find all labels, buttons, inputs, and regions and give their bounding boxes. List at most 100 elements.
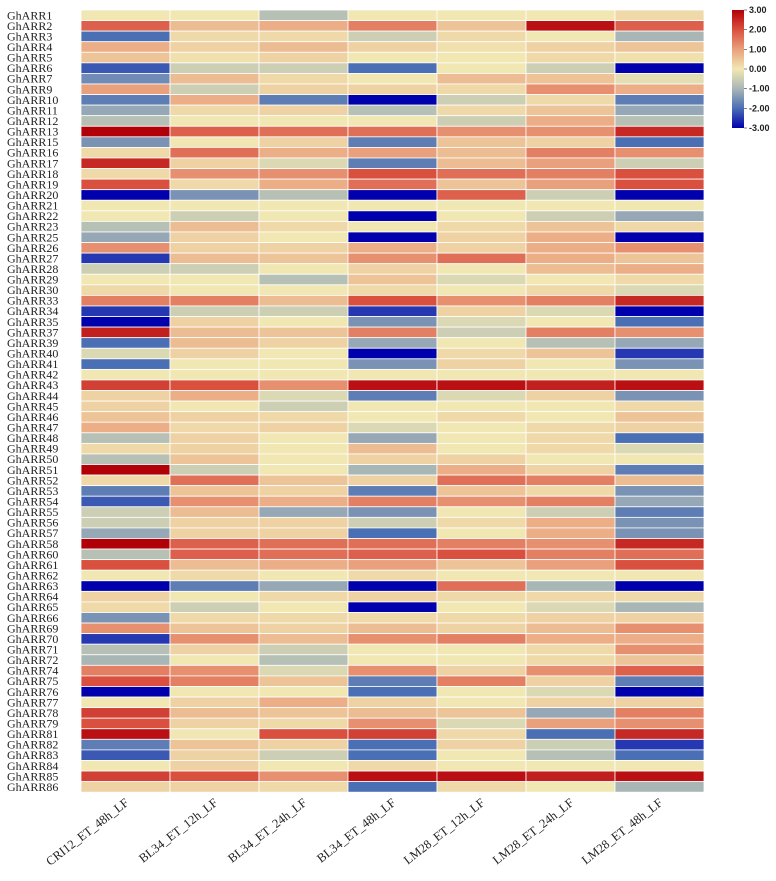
row-label-GhARR70: GhARR70 xyxy=(7,632,58,646)
heatmap-cell-GhARR27-BL34_ET_12h_LF xyxy=(169,252,260,265)
heatmap-cell-GhARR86-BL34_ET_48h_LF xyxy=(347,781,438,793)
row-label-GhARR61: GhARR61 xyxy=(7,558,58,572)
heatmap-cell-GhARR45-BL34_ET_12h_LF xyxy=(169,400,260,413)
heatmap-cell-GhARR75-BL34_ET_12h_LF xyxy=(169,675,260,687)
heatmap-cell-GhARR19-BL34_ET_24h_LF xyxy=(258,178,349,191)
heatmap-cell-GhARR83-BL34_ET_12h_LF xyxy=(169,749,260,761)
heatmap-cell-GhARR4-BL34_ET_12h_LF xyxy=(169,41,260,53)
row-label-GhARR23: GhARR23 xyxy=(7,220,58,234)
heatmap-cell-GhARR47-LM28_ET_48h_LF xyxy=(614,421,705,434)
row-label-GhARR57: GhARR57 xyxy=(7,526,58,540)
heatmap-cell-GhARR57-LM28_ET_24h_LF xyxy=(525,527,616,539)
heatmap-cell-GhARR70-CRI12_ET_48h_LF xyxy=(80,633,171,645)
heatmap-cell-GhARR69-BL34_ET_48h_LF xyxy=(347,622,438,635)
heatmap-cell-GhARR16-BL34_ET_24h_LF xyxy=(258,147,349,159)
row-label-GhARR75: GhARR75 xyxy=(7,674,58,688)
heatmap-cell-GhARR65-LM28_ET_24h_LF xyxy=(525,601,616,613)
heatmap-cell-GhARR60-BL34_ET_12h_LF xyxy=(169,548,260,561)
heatmap-cell-GhARR69-LM28_ET_48h_LF xyxy=(614,622,705,635)
heatmap-cell-GhARR1-CRI12_ET_48h_LF xyxy=(80,9,171,21)
heatmap-cell-GhARR18-BL34_ET_48h_LF xyxy=(347,168,438,180)
heatmap-cell-GhARR30-LM28_ET_24h_LF xyxy=(525,284,616,296)
heatmap-cell-GhARR19-LM28_ET_24h_LF xyxy=(525,178,616,191)
heatmap-cell-GhARR1-BL34_ET_48h_LF xyxy=(347,9,438,21)
row-label-GhARR42: GhARR42 xyxy=(7,368,58,382)
row-label-GhARR13: GhARR13 xyxy=(7,125,58,139)
heatmap-cell-GhARR70-LM28_ET_24h_LF xyxy=(525,633,616,645)
heatmap-cell-GhARR63-CRI12_ET_48h_LF xyxy=(80,580,171,592)
heatmap-cell-GhARR56-CRI12_ET_48h_LF xyxy=(80,516,171,529)
heatmap-cell-GhARR37-LM28_ET_12h_LF xyxy=(436,326,527,339)
row-label-GhARR50: GhARR50 xyxy=(7,452,58,466)
row-label-GhARR58: GhARR58 xyxy=(7,537,58,551)
heatmap-cell-GhARR53-BL34_ET_12h_LF xyxy=(169,485,260,497)
heatmap-cell-GhARR20-LM28_ET_12h_LF xyxy=(436,189,527,201)
heatmap-cell-GhARR5-CRI12_ET_48h_LF xyxy=(80,51,171,64)
heatmap-cell-GhARR39-BL34_ET_48h_LF xyxy=(347,337,438,349)
heatmap-cell-GhARR33-CRI12_ET_48h_LF xyxy=(80,294,171,307)
column-label-BL34_ET_48h_LF: BL34_ET_48h_LF xyxy=(314,795,398,865)
heatmap-cell-GhARR61-CRI12_ET_48h_LF xyxy=(80,559,171,571)
heatmap-cell-GhARR61-BL34_ET_48h_LF xyxy=(347,559,438,571)
heatmap-cell-GhARR76-LM28_ET_12h_LF xyxy=(436,686,527,698)
heatmap-cell-GhARR72-LM28_ET_48h_LF xyxy=(614,654,705,666)
colorbar-tick-label: 3.00 xyxy=(749,5,767,15)
heatmap-cell-GhARR37-BL34_ET_48h_LF xyxy=(347,326,438,339)
row-label-GhARR4: GhARR4 xyxy=(7,40,52,54)
heatmap-cell-GhARR10-LM28_ET_12h_LF xyxy=(436,94,527,106)
heatmap-cell-GhARR44-LM28_ET_48h_LF xyxy=(614,390,705,402)
heatmap-cell-GhARR71-CRI12_ET_48h_LF xyxy=(80,643,171,656)
heatmap-cell-GhARR27-BL34_ET_48h_LF xyxy=(347,252,438,265)
heatmap-cell-GhARR82-BL34_ET_24h_LF xyxy=(258,738,349,751)
heatmap-cell-GhARR52-BL34_ET_12h_LF xyxy=(169,474,260,487)
heatmap-cell-GhARR25-LM28_ET_24h_LF xyxy=(525,231,616,243)
heatmap-cell-GhARR5-LM28_ET_12h_LF xyxy=(436,51,527,64)
heatmap-cell-GhARR12-LM28_ET_24h_LF xyxy=(525,115,616,127)
heatmap-cell-GhARR23-LM28_ET_12h_LF xyxy=(436,220,527,233)
colorbar-tick-label: -2.00 xyxy=(749,103,770,113)
row-label-GhARR29: GhARR29 xyxy=(7,273,58,287)
heatmap-cell-GhARR7-BL34_ET_12h_LF xyxy=(169,73,260,85)
heatmap-cell-GhARR10-BL34_ET_24h_LF xyxy=(258,94,349,106)
heatmap-cell-GhARR78-LM28_ET_48h_LF xyxy=(614,707,705,719)
heatmap-cell-GhARR29-LM28_ET_24h_LF xyxy=(525,273,616,286)
row-label-GhARR5: GhARR5 xyxy=(7,51,52,65)
heatmap-cell-GhARR81-CRI12_ET_48h_LF xyxy=(80,728,171,740)
heatmap-cell-GhARR2-LM28_ET_48h_LF xyxy=(614,20,705,32)
heatmap-cell-GhARR30-LM28_ET_48h_LF xyxy=(614,284,705,296)
heatmap-cell-GhARR79-LM28_ET_48h_LF xyxy=(614,717,705,730)
heatmap-cell-GhARR20-BL34_ET_12h_LF xyxy=(169,189,260,201)
row-label-GhARR26: GhARR26 xyxy=(7,241,58,255)
heatmap-cell-GhARR41-LM28_ET_12h_LF xyxy=(436,358,527,370)
heatmap-cell-GhARR44-LM28_ET_12h_LF xyxy=(436,390,527,402)
heatmap-cell-GhARR13-BL34_ET_24h_LF xyxy=(258,125,349,138)
heatmap-cell-GhARR17-LM28_ET_12h_LF xyxy=(436,157,527,169)
heatmap-cell-GhARR40-LM28_ET_12h_LF xyxy=(436,347,527,360)
column-label-BL34_ET_12h_LF: BL34_ET_12h_LF xyxy=(136,795,220,865)
heatmap-cell-GhARR51-BL34_ET_48h_LF xyxy=(347,464,438,476)
heatmap-cell-GhARR29-LM28_ET_12h_LF xyxy=(436,273,527,286)
heatmap-cell-GhARR41-BL34_ET_24h_LF xyxy=(258,358,349,370)
heatmap-cell-GhARR5-LM28_ET_48h_LF xyxy=(614,51,705,64)
heatmap-cell-GhARR58-CRI12_ET_48h_LF xyxy=(80,538,171,550)
heatmap-cell-GhARR50-LM28_ET_24h_LF xyxy=(525,453,616,465)
heatmap-cell-GhARR58-BL34_ET_24h_LF xyxy=(258,538,349,550)
heatmap-cell-GhARR51-CRI12_ET_48h_LF xyxy=(80,464,171,476)
heatmap-cell-GhARR28-LM28_ET_48h_LF xyxy=(614,263,705,275)
heatmap-cell-GhARR79-LM28_ET_24h_LF xyxy=(525,717,616,730)
row-label-GhARR78: GhARR78 xyxy=(7,706,58,720)
heatmap-cell-GhARR16-LM28_ET_12h_LF xyxy=(436,147,527,159)
heatmap-cell-GhARR41-LM28_ET_24h_LF xyxy=(525,358,616,370)
heatmap-cell-GhARR12-BL34_ET_24h_LF xyxy=(258,115,349,127)
heatmap-cell-GhARR21-LM28_ET_24h_LF xyxy=(525,199,616,212)
heatmap-cell-GhARR72-BL34_ET_24h_LF xyxy=(258,654,349,666)
heatmap-cell-GhARR85-BL34_ET_12h_LF xyxy=(169,770,260,783)
heatmap-cell-GhARR39-CRI12_ET_48h_LF xyxy=(80,337,171,349)
heatmap-cell-GhARR79-BL34_ET_48h_LF xyxy=(347,717,438,730)
row-label-GhARR3: GhARR3 xyxy=(7,29,52,43)
heatmap-cell-GhARR26-BL34_ET_12h_LF xyxy=(169,242,260,254)
heatmap-cell-GhARR6-BL34_ET_24h_LF xyxy=(258,62,349,74)
heatmap-cell-GhARR9-BL34_ET_12h_LF xyxy=(169,83,260,95)
heatmap-cell-GhARR56-LM28_ET_24h_LF xyxy=(525,516,616,529)
heatmap-cell-GhARR76-BL34_ET_24h_LF xyxy=(258,686,349,698)
